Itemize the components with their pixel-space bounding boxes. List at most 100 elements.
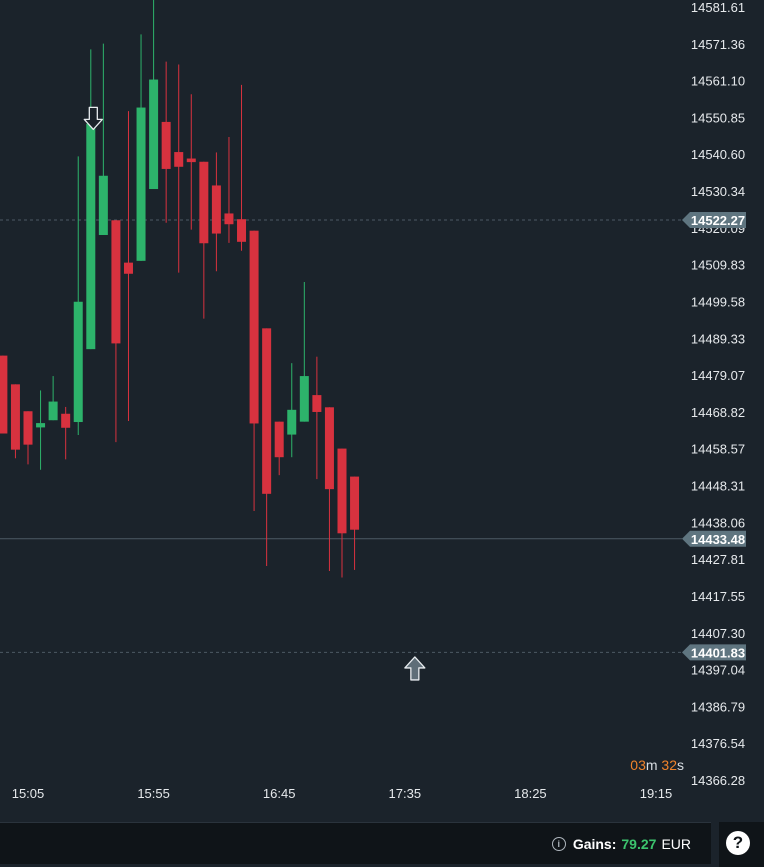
candle-body bbox=[136, 107, 146, 261]
x-tick-label: 18:25 bbox=[514, 786, 547, 801]
y-tick-label: 14479.07 bbox=[691, 368, 745, 383]
candle-body bbox=[123, 262, 133, 274]
candle-body bbox=[98, 175, 108, 235]
candle-body bbox=[10, 384, 20, 450]
candle-body bbox=[262, 328, 272, 494]
timer-seconds: 32 bbox=[661, 757, 677, 773]
x-tick-label: 16:45 bbox=[263, 786, 296, 801]
y-axis: 14581.61 14571.36 14561.10 14550.85 14540.60… bbox=[691, 0, 745, 788]
timer-minutes-unit: m bbox=[645, 757, 658, 773]
candle-body bbox=[61, 413, 71, 428]
y-tick-label: 14561.10 bbox=[691, 74, 745, 89]
candle-20 bbox=[249, 230, 259, 512]
y-tick-label: 14550.85 bbox=[691, 110, 745, 125]
info-icon[interactable]: i bbox=[551, 836, 566, 851]
candle-26 bbox=[324, 407, 334, 571]
y-tick-label: 14581.61 bbox=[691, 0, 745, 15]
candle-body bbox=[312, 395, 322, 412]
y-tick-label: 14427.81 bbox=[691, 552, 745, 567]
candle-body bbox=[274, 421, 284, 458]
x-axis: 15:05 15:55 16:45 17:35 18:25 19:15 bbox=[12, 786, 673, 801]
candle-body bbox=[249, 230, 259, 424]
timer-seconds-unit: s bbox=[677, 757, 684, 773]
candle-body bbox=[324, 407, 334, 490]
y-tick-label: 14489.33 bbox=[691, 331, 745, 346]
x-tick-label: 15:55 bbox=[137, 786, 170, 801]
candle-8 bbox=[98, 43, 108, 235]
candle-body bbox=[186, 158, 196, 163]
y-tick-label: 14458.57 bbox=[691, 442, 745, 457]
candle-23 bbox=[287, 363, 297, 458]
candle-18 bbox=[224, 136, 234, 243]
candle-11 bbox=[136, 34, 146, 261]
price-lines bbox=[0, 219, 682, 653]
x-tick-label: 17:35 bbox=[389, 786, 422, 801]
candle-body bbox=[337, 448, 347, 534]
candle-21 bbox=[262, 328, 272, 566]
candles bbox=[0, 0, 360, 578]
candle-10 bbox=[123, 111, 133, 421]
candle-16 bbox=[199, 161, 209, 319]
gains-value: 79.27 bbox=[621, 835, 657, 852]
y-tick-label: 14376.54 bbox=[691, 736, 745, 751]
candle-6 bbox=[73, 156, 83, 435]
candle-body bbox=[111, 220, 121, 344]
candle-27 bbox=[337, 448, 347, 578]
x-tick-label: 19:15 bbox=[640, 786, 673, 801]
candle-19 bbox=[237, 84, 247, 251]
candle-body bbox=[73, 301, 83, 423]
candle-0 bbox=[0, 355, 8, 434]
candle-7 bbox=[86, 49, 96, 350]
candle-24 bbox=[299, 282, 309, 422]
candle-body bbox=[23, 411, 33, 445]
y-tick-label: 14386.79 bbox=[691, 699, 745, 714]
candle-body bbox=[174, 152, 184, 167]
price-chart[interactable]: 14581.61 14571.36 14561.10 14550.85 14540.60… bbox=[0, 0, 764, 810]
candle-body bbox=[86, 123, 96, 350]
help-panel: ? bbox=[719, 822, 764, 867]
down-arrow-icon bbox=[83, 106, 103, 131]
gains-display: i Gains: 79.27 EUR bbox=[551, 823, 691, 864]
y-tick-label: 14499.58 bbox=[691, 294, 745, 309]
trade-markers bbox=[83, 106, 426, 681]
price-badges: 14522.27 14433.48 14401.83 bbox=[682, 212, 746, 661]
price-badge-shape bbox=[682, 530, 746, 547]
candle-body bbox=[149, 79, 159, 190]
price-badge-shape bbox=[682, 644, 746, 661]
timer-minutes: 03 bbox=[630, 757, 646, 773]
gains-currency: EUR bbox=[661, 835, 691, 852]
y-tick-label: 14540.60 bbox=[691, 147, 745, 162]
candle-3 bbox=[36, 390, 46, 470]
y-tick-label: 14366.28 bbox=[691, 773, 745, 788]
candle-body bbox=[299, 376, 309, 422]
footer-bar: i Gains: 79.27 EUR bbox=[0, 822, 711, 864]
y-tick-label: 14417.55 bbox=[691, 589, 745, 604]
y-tick-label: 14438.06 bbox=[691, 515, 745, 530]
candle-9 bbox=[111, 220, 121, 443]
candle-17 bbox=[211, 152, 221, 272]
candlestick-chart[interactable]: 14581.61 14571.36 14561.10 14550.85 14540.60… bbox=[0, 0, 764, 810]
y-tick-label: 14509.83 bbox=[691, 258, 745, 273]
candle-2 bbox=[23, 411, 33, 465]
price-badge-label: 14401.83 bbox=[691, 645, 745, 660]
candle-13 bbox=[161, 61, 171, 223]
candle-25 bbox=[312, 356, 322, 480]
price-badge-0: 14522.27 bbox=[682, 212, 746, 229]
price-badge-label: 14522.27 bbox=[691, 213, 745, 228]
candle-1 bbox=[10, 384, 20, 459]
help-button[interactable]: ? bbox=[726, 831, 750, 855]
countdown-timer: 03m 32s bbox=[630, 757, 684, 773]
candle-body bbox=[161, 121, 171, 169]
candle-4 bbox=[48, 376, 58, 421]
candle-body bbox=[211, 185, 221, 234]
price-badge-1: 14433.48 bbox=[682, 530, 746, 547]
candle-body bbox=[0, 355, 8, 434]
y-tick-label: 14448.31 bbox=[691, 479, 745, 494]
candle-22 bbox=[274, 421, 284, 476]
candle-body bbox=[224, 213, 234, 225]
candle-15 bbox=[186, 94, 196, 230]
candle-14 bbox=[174, 64, 184, 273]
candle-12 bbox=[149, 0, 159, 190]
gains-label: Gains: bbox=[572, 835, 617, 852]
price-badge-label: 14433.48 bbox=[691, 532, 745, 547]
